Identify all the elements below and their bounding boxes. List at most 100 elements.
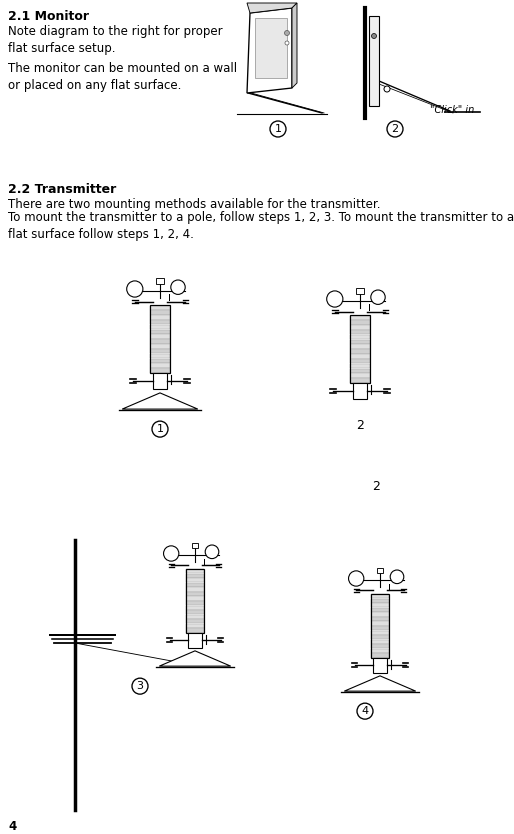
Bar — [350, 349, 370, 354]
Bar — [371, 653, 389, 657]
Text: The monitor can be mounted on a wall
or placed on any flat surface.: The monitor can be mounted on a wall or … — [8, 62, 237, 92]
Text: 4: 4 — [8, 820, 16, 833]
Bar — [350, 369, 370, 373]
Text: 4: 4 — [361, 706, 369, 716]
Bar — [350, 354, 370, 359]
Bar — [186, 624, 205, 628]
Bar — [350, 378, 370, 383]
Bar — [186, 628, 205, 632]
Bar — [371, 621, 389, 626]
Bar — [371, 617, 389, 621]
Text: 2.1 Monitor: 2.1 Monitor — [8, 10, 89, 23]
Text: "Click" in: "Click" in — [430, 105, 474, 115]
Bar — [186, 601, 205, 605]
Bar — [150, 354, 170, 359]
Bar — [150, 310, 170, 315]
Polygon shape — [344, 676, 416, 691]
Bar — [150, 324, 170, 329]
Bar — [350, 359, 370, 364]
Polygon shape — [159, 651, 231, 666]
Bar — [371, 626, 389, 631]
Polygon shape — [255, 18, 287, 78]
Text: 2: 2 — [372, 480, 380, 493]
Polygon shape — [247, 8, 292, 93]
Bar — [350, 330, 370, 334]
Bar — [377, 568, 383, 574]
Bar — [186, 578, 205, 582]
Circle shape — [285, 41, 289, 45]
Bar — [350, 320, 370, 324]
Circle shape — [163, 545, 179, 561]
Bar — [371, 612, 389, 616]
Bar — [150, 320, 170, 324]
Text: 2: 2 — [356, 419, 364, 432]
Circle shape — [390, 570, 404, 584]
Bar — [373, 657, 387, 673]
Circle shape — [384, 86, 390, 92]
Bar — [186, 605, 205, 610]
Text: 1: 1 — [274, 124, 282, 134]
Bar — [150, 305, 170, 373]
Circle shape — [132, 678, 148, 694]
Bar — [186, 619, 205, 624]
Bar — [186, 610, 205, 615]
Bar — [192, 543, 198, 549]
Bar — [350, 344, 370, 349]
Text: There are two mounting methods available for the transmitter.: There are two mounting methods available… — [8, 198, 380, 211]
Circle shape — [387, 121, 403, 137]
Bar — [150, 359, 170, 363]
Bar — [371, 631, 389, 635]
Circle shape — [152, 421, 168, 437]
Bar — [356, 289, 363, 294]
Circle shape — [327, 291, 343, 307]
Bar — [350, 374, 370, 378]
Bar — [186, 569, 205, 632]
Bar — [350, 334, 370, 339]
Polygon shape — [292, 3, 297, 88]
Bar — [156, 279, 163, 284]
Bar — [371, 608, 389, 612]
Bar — [188, 632, 202, 648]
Bar — [150, 349, 170, 354]
Bar — [350, 315, 370, 383]
Circle shape — [285, 31, 289, 36]
Bar — [186, 587, 205, 591]
Bar — [150, 334, 170, 339]
Text: To mount the transmitter to a pole, follow steps 1, 2, 3. To mount the transmitt: To mount the transmitter to a pole, foll… — [8, 211, 514, 241]
Bar — [371, 599, 389, 603]
Bar — [371, 603, 389, 607]
Bar — [371, 635, 389, 640]
Polygon shape — [247, 3, 297, 13]
Circle shape — [348, 570, 364, 586]
Bar — [350, 325, 370, 329]
Bar — [186, 583, 205, 587]
Bar — [150, 344, 170, 349]
Bar — [350, 339, 370, 344]
Bar — [186, 574, 205, 578]
Bar — [186, 569, 205, 573]
Text: Note diagram to the right for proper
flat surface setup.: Note diagram to the right for proper fla… — [8, 25, 223, 55]
Bar — [353, 383, 367, 399]
Bar — [350, 315, 370, 320]
Bar — [150, 329, 170, 334]
Bar — [371, 594, 389, 598]
Circle shape — [126, 281, 143, 297]
Bar — [371, 594, 389, 657]
Polygon shape — [122, 393, 198, 409]
Bar — [150, 368, 170, 373]
Bar — [150, 364, 170, 368]
Circle shape — [270, 121, 286, 137]
Bar — [371, 644, 389, 649]
Circle shape — [372, 33, 376, 38]
Text: 2: 2 — [392, 124, 398, 134]
Circle shape — [205, 545, 219, 559]
Bar — [186, 615, 205, 619]
Circle shape — [371, 290, 385, 304]
Bar — [186, 596, 205, 600]
Bar — [186, 592, 205, 596]
Bar — [371, 640, 389, 644]
Text: 2.2 Transmitter: 2.2 Transmitter — [8, 183, 116, 196]
Bar — [150, 305, 170, 310]
Bar — [150, 315, 170, 319]
Text: 3: 3 — [137, 681, 143, 691]
